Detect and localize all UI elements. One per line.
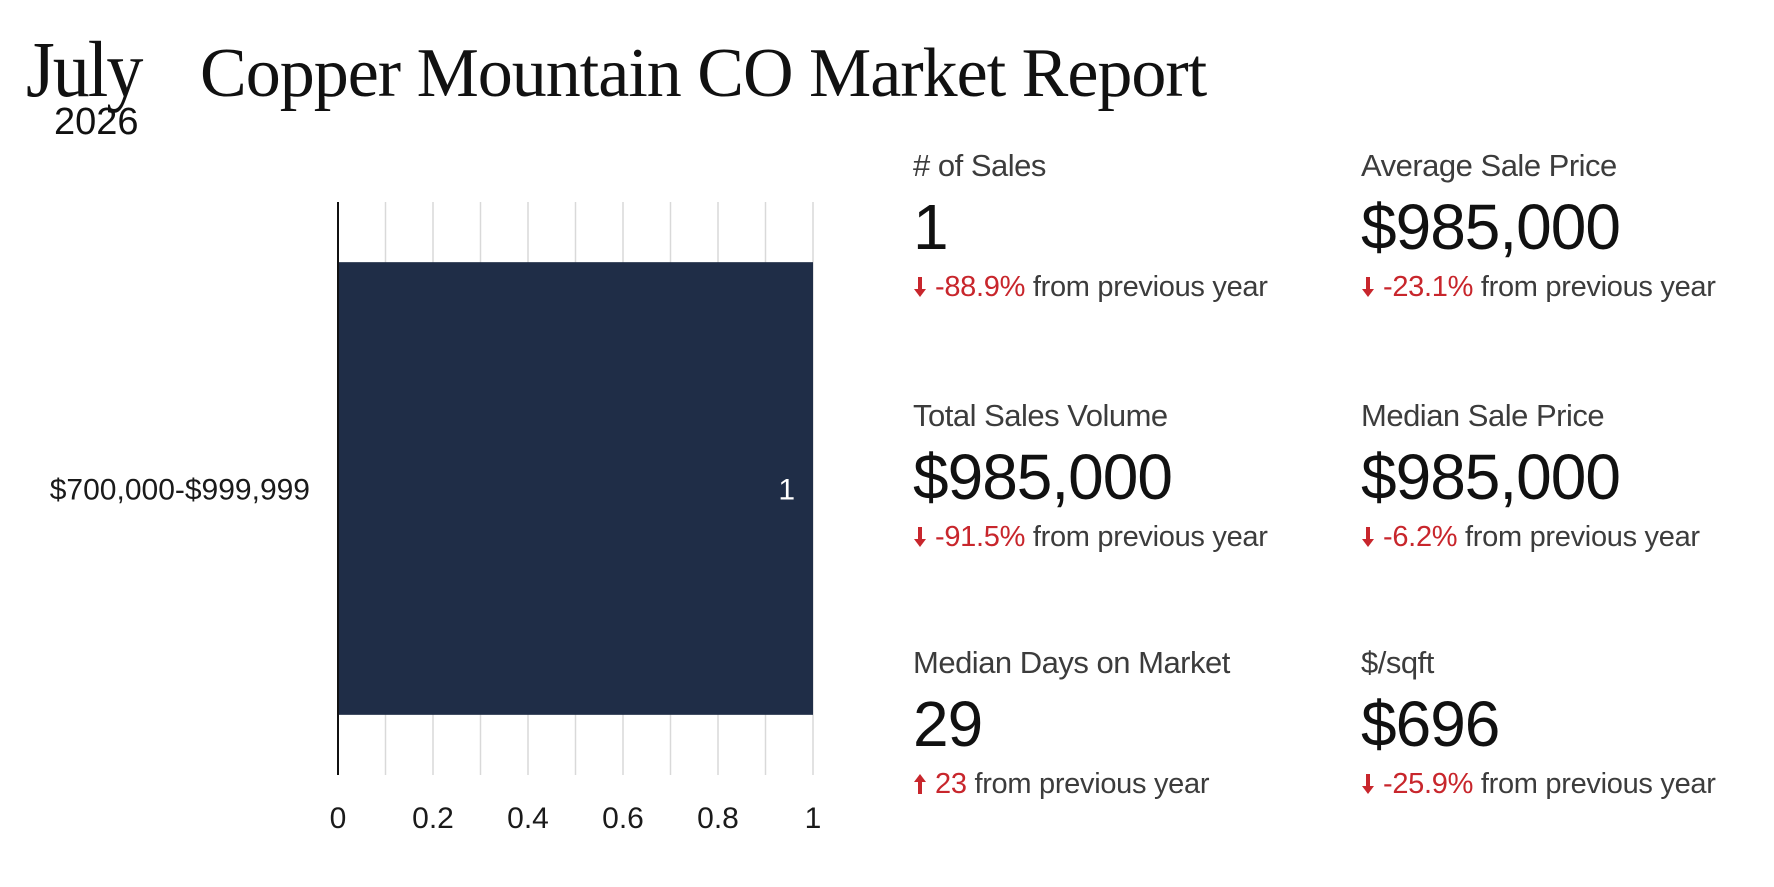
stat-change-value: 23 xyxy=(935,768,967,800)
report-date: July 2026 xyxy=(26,30,156,142)
stat-change: -91.5% from previous year xyxy=(913,520,1353,554)
stat-change-suffix: from previous year xyxy=(1032,521,1268,553)
stat-value: $985,000 xyxy=(1361,441,1621,513)
stat-label: Total Sales Volume xyxy=(913,398,1168,433)
stat-change-value: -6.2% xyxy=(1383,521,1458,553)
stat-value: $985,000 xyxy=(913,441,1173,513)
stat-value: 1 xyxy=(913,191,949,263)
arrow-down-icon xyxy=(1361,272,1375,297)
stat-change-suffix: from previous year xyxy=(1480,768,1716,800)
stat-change-suffix: from previous year xyxy=(1465,521,1700,553)
stat-change-value: -88.9% xyxy=(935,271,1026,303)
arrow-down-icon xyxy=(913,522,927,547)
stat-value: $696 xyxy=(1361,688,1500,760)
arrow-up-icon xyxy=(913,769,927,794)
stat-change: -6.2% from previous year xyxy=(1361,520,1774,554)
stat-median-sale-price: Median Sale Price $985,000 -6.2% from pr… xyxy=(1361,398,1774,554)
arrow-down-icon xyxy=(913,272,927,297)
stat-change-value: -25.9% xyxy=(1383,768,1474,800)
stat-change-value: -91.5% xyxy=(935,521,1026,553)
price-range-bar-chart: $700,000-$999,999 1 0 0.2 0.4 0.6 0.8 1 xyxy=(50,202,822,835)
arrow-down-icon xyxy=(1361,769,1375,794)
arrow-down-icon xyxy=(1361,522,1375,547)
report-year: 2026 xyxy=(54,101,139,143)
stat-change: -25.9% from previous year xyxy=(1361,767,1774,801)
page-title: Copper Mountain CO Market Report xyxy=(200,35,1207,112)
stat-label: Median Sale Price xyxy=(1361,398,1605,433)
stat-value: 29 xyxy=(913,688,983,760)
x-tick-label: 0.6 xyxy=(602,802,644,835)
bar xyxy=(338,262,813,715)
stat-label: Average Sale Price xyxy=(1361,148,1617,183)
stat-label: $/sqft xyxy=(1361,645,1434,680)
data-label: 1 xyxy=(778,474,795,507)
x-tick-label: 0.2 xyxy=(412,802,454,835)
stat-num-sales: # of Sales 1 -88.9% from previous year xyxy=(913,148,1353,304)
stat-change-suffix: from previous year xyxy=(974,768,1210,800)
stat-change: -88.9% from previous year xyxy=(913,270,1353,304)
x-tick-label: 0 xyxy=(330,802,347,835)
x-tick-label: 1 xyxy=(805,802,822,835)
stat-change-suffix: from previous year xyxy=(1032,271,1268,303)
category-label: $700,000-$999,999 xyxy=(50,474,310,507)
stat-change-value: -23.1% xyxy=(1383,271,1474,303)
stat-change: -23.1% from previous year xyxy=(1361,270,1774,304)
x-tick-label: 0.8 xyxy=(697,802,739,835)
stat-change: 23 from previous year xyxy=(913,767,1353,801)
stat-median-days-on-market: Median Days on Market 29 23 from previou… xyxy=(913,645,1353,801)
stat-value: $985,000 xyxy=(1361,191,1621,263)
stat-change-suffix: from previous year xyxy=(1480,271,1716,303)
report-month: July xyxy=(26,25,143,115)
x-tick-label: 0.4 xyxy=(507,802,549,835)
stat-label: # of Sales xyxy=(913,148,1046,183)
stat-price-per-sqft: $/sqft $696 -25.9% from previous year xyxy=(1361,645,1774,801)
stat-label: Median Days on Market xyxy=(913,645,1230,680)
stat-total-sales-volume: Total Sales Volume $985,000 -91.5% from … xyxy=(913,398,1353,554)
stat-average-sale-price: Average Sale Price $985,000 -23.1% from … xyxy=(1361,148,1774,304)
